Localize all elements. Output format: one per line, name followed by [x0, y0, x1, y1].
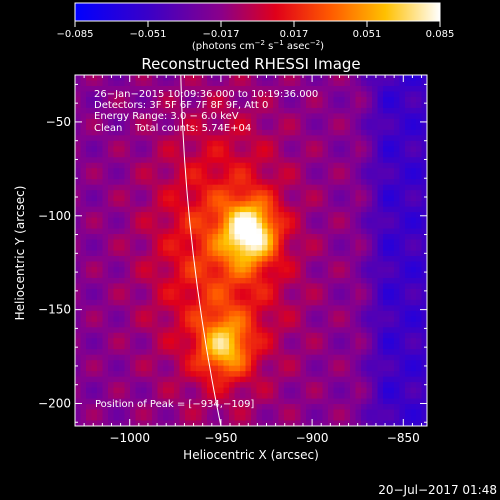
- x-tick-label: −900: [296, 431, 329, 445]
- colorbar-ticks: −0.085 −0.051 −0.017 0.017 0.051 0.085: [56, 21, 454, 40]
- x-axis-label: Heliocentric X (arcsec): [183, 448, 319, 462]
- solar-limb: [180, 75, 222, 426]
- colorbar-tick-label: 0.085: [426, 29, 455, 40]
- colorbar-tick-label: −0.085: [56, 29, 93, 40]
- image-area: [75, 75, 427, 426]
- info-line-counts: Clean Total counts: 5.74E+04: [94, 123, 251, 134]
- colorbar-tick-label: −0.051: [129, 29, 166, 40]
- y-tick-label: −100: [38, 209, 71, 223]
- colorbar-tick-label: −0.017: [202, 29, 239, 40]
- y-tick-label: −150: [38, 303, 71, 317]
- peak-position-label: Position of Peak = [−934,−109]: [95, 399, 254, 410]
- plot-frame: [74, 74, 428, 427]
- y-tick-label: −50: [46, 115, 71, 129]
- y-axis-label: Heliocentric Y (arcsec): [13, 186, 27, 321]
- x-tick-label: −950: [204, 431, 237, 445]
- chart-title: Reconstructed RHESSI Image: [141, 55, 360, 73]
- x-axis: −1000 −950 −900 −850: [83, 75, 423, 445]
- colorbar-tick-label: 0.051: [353, 29, 382, 40]
- info-line-detectors: Detectors: 3F 5F 6F 7F 8F 9F, Att 0: [94, 100, 268, 111]
- colorbar: [74, 2, 441, 22]
- colorbar-tick-label: 0.017: [280, 29, 309, 40]
- x-tick-label: −850: [387, 431, 420, 445]
- y-tick-label: −200: [38, 396, 71, 410]
- x-tick-label: −1000: [109, 431, 150, 445]
- colorbar-unit-label: (photons cm−2 s−1 asec−2): [192, 39, 324, 52]
- timestamp: 20−Jul−2017 01:48: [378, 483, 497, 497]
- info-line-time: 26−Jan−2015 10:09:36.000 to 10:19:36.000: [94, 89, 318, 100]
- info-line-energy: Energy Range: 3.0 − 6.0 keV: [94, 111, 239, 122]
- info-block: 26−Jan−2015 10:09:36.000 to 10:19:36.000…: [94, 89, 318, 134]
- y-axis: −50 −100 −150 −200: [38, 83, 427, 423]
